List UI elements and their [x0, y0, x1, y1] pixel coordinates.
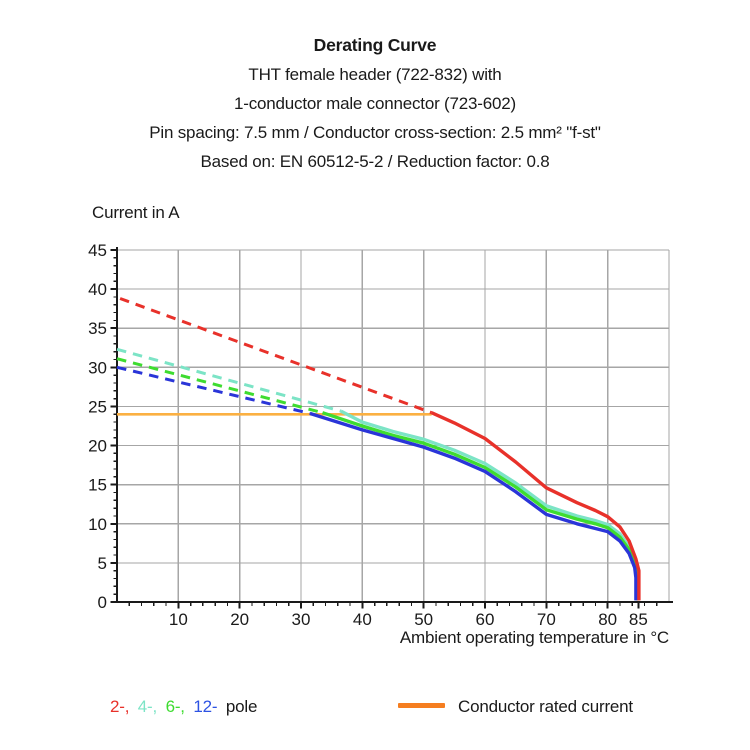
rated-current-line-swatch [398, 703, 445, 708]
y-tick-label: 0 [98, 593, 107, 612]
legend-pole-2: 2-, [110, 697, 130, 716]
y-tick-label: 45 [88, 241, 107, 260]
x-tick-label: 80 [598, 610, 617, 629]
y-tick-label: 30 [88, 358, 107, 377]
chart-title: Derating Curve [313, 35, 437, 55]
legend-poles: 2-, 4-, 6-, 12- pole [110, 697, 257, 717]
series-2-pole-derated [119, 297, 433, 415]
rated-current-label: Conductor rated current [458, 697, 633, 716]
y-axis-title: Current in A [92, 203, 180, 222]
y-tick-label: 5 [98, 554, 107, 573]
x-tick-label: 85 [629, 610, 648, 629]
legend-pole-12: 12- [193, 697, 218, 716]
series-6-pole-derated [116, 357, 323, 415]
y-tick-label: 35 [88, 319, 107, 338]
y-tick-label: 15 [88, 476, 107, 495]
series-12-pole [309, 411, 638, 601]
x-tick-label: 10 [169, 610, 188, 629]
x-tick-label: 60 [476, 610, 495, 629]
chart-subtitle-connector: 1-conductor male connector (723-602) [234, 94, 516, 113]
x-axis-title: Ambient operating temperature in °C [399, 628, 669, 647]
series-6-pole [321, 411, 639, 601]
chart-header: Derating Curve THT female header (722-83… [0, 31, 750, 176]
legend: 2-, 4-, 6-, 12- pole Conductor rated cur… [0, 697, 750, 723]
chart-subtitle-spec: Pin spacing: 7.5 mm / Conductor cross-se… [149, 123, 601, 142]
y-tick-label: 20 [88, 437, 107, 456]
chart-subtitle-standard: Based on: EN 60512-5-2 / Reduction facto… [200, 152, 550, 171]
legend-rated-current: Conductor rated current [398, 697, 633, 717]
series-4-pole-derated [116, 347, 342, 413]
chart-subtitle-product: THT female header (722-832) with [248, 65, 502, 84]
y-tick-label: 10 [88, 515, 107, 534]
y-tick-label: 40 [88, 280, 107, 299]
legend-pole-4: 4-, [137, 697, 158, 716]
legend-pole-6: 6-, [165, 697, 185, 716]
x-tick-label: 70 [537, 610, 556, 629]
x-tick-label: 30 [292, 610, 311, 629]
series-12-pole-derated [116, 365, 311, 415]
series-4-pole [340, 409, 640, 601]
x-tick-label: 50 [414, 610, 433, 629]
series-2-pole [430, 411, 641, 601]
legend-pole-suffix: pole [225, 697, 258, 716]
x-tick-label: 20 [230, 610, 249, 629]
x-tick-label: 40 [353, 610, 372, 629]
y-tick-label: 25 [88, 397, 107, 416]
